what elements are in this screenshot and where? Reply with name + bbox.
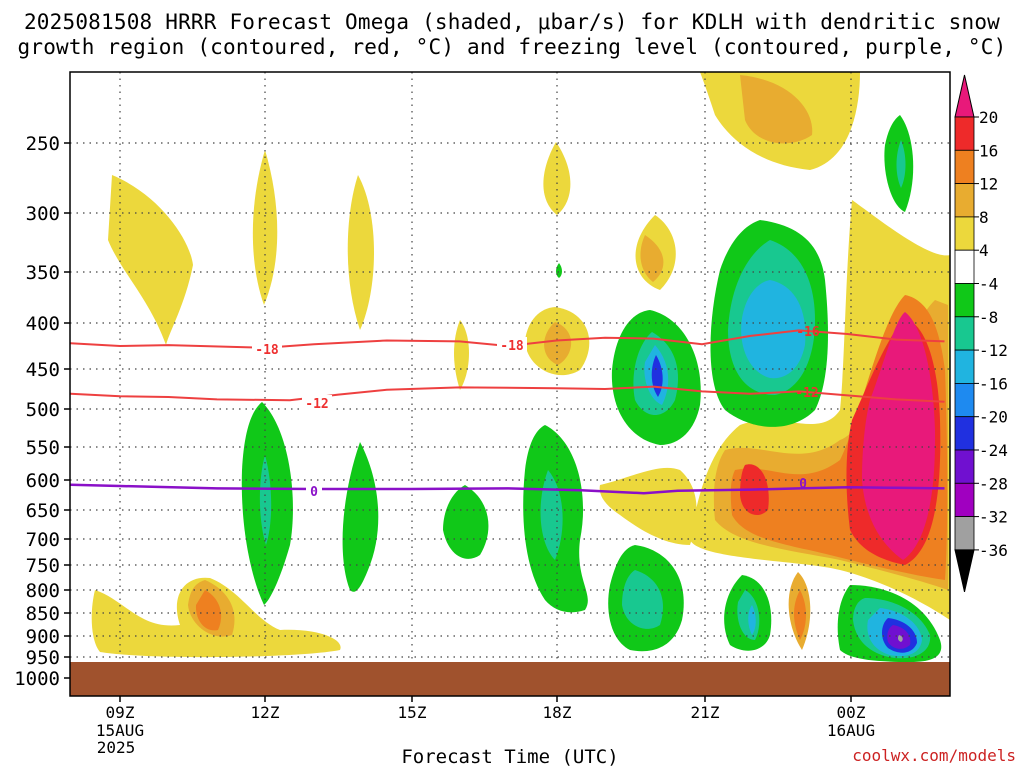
colorbar-swatch bbox=[954, 516, 975, 551]
omega-region-negative bbox=[259, 455, 272, 545]
y-tick-label: 900 bbox=[26, 626, 60, 648]
x-tick-sublabel: 15AUG bbox=[96, 721, 144, 740]
omega-region-negative bbox=[443, 485, 489, 559]
y-tick-label: 950 bbox=[26, 647, 60, 669]
omega-region-positive-max bbox=[862, 312, 936, 560]
omega-region-positive-strong bbox=[794, 590, 806, 640]
y-tick-label: 650 bbox=[26, 500, 60, 522]
x-tick-label: 09Z bbox=[106, 703, 135, 722]
x-tick-label: 15Z bbox=[398, 703, 427, 722]
plot-frame bbox=[69, 71, 951, 697]
contour-lines: -18 -18 -16 -12 -12 0 0 bbox=[70, 325, 945, 500]
colorbar-label: -24 bbox=[979, 441, 1008, 460]
y-tick-label: 350 bbox=[26, 262, 60, 284]
omega-region-positive bbox=[454, 320, 469, 390]
contour-label: -18 bbox=[255, 343, 279, 358]
x-tick-label: 00Z bbox=[837, 703, 866, 722]
omega-region-negative bbox=[897, 635, 903, 642]
colorbar-swatch bbox=[954, 116, 975, 151]
colorbar-swatch bbox=[954, 149, 975, 185]
omega-region-positive bbox=[108, 175, 193, 345]
colorbar-swatch bbox=[954, 183, 975, 218]
y-tick-label: 1000 bbox=[14, 668, 60, 690]
colorbar-arrow-bottom bbox=[954, 549, 975, 593]
y-tick-label: 500 bbox=[26, 399, 60, 421]
x-tick-label: 21Z bbox=[691, 703, 720, 722]
grid bbox=[70, 72, 950, 662]
y-axis: 2503003504004505005506006507007508008509… bbox=[14, 133, 70, 690]
freezing-level-contour bbox=[70, 483, 945, 495]
colorbar-swatch bbox=[954, 349, 975, 384]
colorbar-swatch bbox=[954, 249, 975, 284]
colorbar-label: 16 bbox=[979, 141, 998, 160]
omega-region-negative bbox=[896, 140, 906, 188]
x-axis-label: Forecast Time (UTC) bbox=[401, 746, 619, 768]
colorbar-label: -32 bbox=[979, 508, 1008, 527]
chart-title-line-2: growth region (contoured, red, °C) and f… bbox=[17, 35, 1007, 59]
x-tick-sublabel: 16AUG bbox=[827, 721, 875, 740]
contour-label: 0 bbox=[799, 477, 807, 492]
colorbar-label: -28 bbox=[979, 474, 1008, 493]
colorbar-swatch bbox=[954, 316, 975, 351]
colorbar-label: 8 bbox=[979, 208, 989, 227]
source-credit[interactable]: coolwx.com/models bbox=[852, 746, 1016, 765]
y-tick-label: 600 bbox=[26, 470, 60, 492]
colorbar-label: -20 bbox=[979, 408, 1008, 427]
contour-label: -18 bbox=[500, 339, 524, 354]
omega-region-positive bbox=[543, 142, 571, 215]
omega-region-positive-strong bbox=[740, 75, 813, 144]
colorbar-label: 4 bbox=[979, 241, 989, 260]
colorbar-label: 12 bbox=[979, 175, 998, 194]
omega-region-positive bbox=[252, 150, 278, 305]
colorbar-label: -16 bbox=[979, 374, 1008, 393]
y-tick-label: 550 bbox=[26, 437, 60, 459]
omega-region-positive-strong bbox=[544, 322, 572, 365]
x-tick-label: 12Z bbox=[251, 703, 280, 722]
colorbar-label: -36 bbox=[979, 541, 1008, 560]
omega-region-positive-strong bbox=[195, 590, 222, 631]
dgz-contour-minus-12 bbox=[70, 385, 945, 403]
y-tick-label: 450 bbox=[26, 359, 60, 381]
y-tick-label: 400 bbox=[26, 313, 60, 335]
y-tick-label: 850 bbox=[26, 603, 60, 625]
y-tick-label: 700 bbox=[26, 529, 60, 551]
omega-region-negative bbox=[741, 280, 806, 379]
colorbar-label: -8 bbox=[979, 308, 998, 327]
x-tick-sublabel: 2025 bbox=[97, 738, 136, 757]
omega-region-negative bbox=[540, 470, 563, 560]
below-ground-shading bbox=[70, 662, 950, 696]
dgz-contour-minus-18 bbox=[70, 329, 945, 349]
colorbar-swatch bbox=[954, 283, 975, 318]
contour-label: 0 bbox=[310, 485, 318, 500]
y-tick-label: 300 bbox=[26, 203, 60, 225]
colorbar-label: -12 bbox=[979, 341, 1008, 360]
colorbar-arrow-top bbox=[954, 74, 975, 118]
omega-region-positive bbox=[599, 467, 697, 545]
colorbar-swatch bbox=[954, 216, 975, 251]
omega-region-positive-strong bbox=[640, 235, 664, 282]
colorbar-swatch bbox=[954, 449, 975, 484]
contour-label: -16 bbox=[796, 325, 820, 340]
colorbar-label: -4 bbox=[979, 275, 998, 294]
contour-label: -12 bbox=[795, 386, 818, 401]
y-tick-label: 800 bbox=[26, 580, 60, 602]
contour-label: -12 bbox=[305, 397, 328, 412]
y-tick-label: 250 bbox=[26, 133, 60, 155]
colorbar: 20 16 12 8 4 -4 -8 -12 -16 -20 -24 -28 -32 -36 bbox=[954, 74, 1008, 593]
omega-region-negative bbox=[622, 570, 663, 629]
y-tick-label: 750 bbox=[26, 555, 60, 577]
chart-title-line-1: 2025081508 HRRR Forecast Omega (shaded, … bbox=[23, 10, 1001, 34]
colorbar-swatch bbox=[954, 416, 975, 451]
colorbar-label: 20 bbox=[979, 108, 998, 127]
x-tick-label: 18Z bbox=[543, 703, 572, 722]
colorbar-swatch bbox=[954, 482, 975, 517]
omega-region-positive bbox=[347, 175, 374, 330]
colorbar-swatch bbox=[954, 382, 975, 418]
